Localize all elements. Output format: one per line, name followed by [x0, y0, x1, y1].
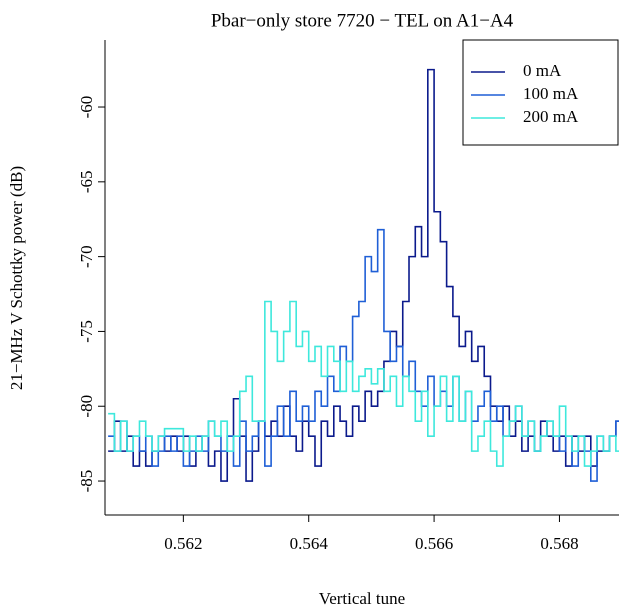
- legend-box: [462, 39, 619, 146]
- y-tick-label: -80: [77, 395, 96, 418]
- y-axis-label: 21−MHz V Schottky power (dB): [7, 166, 26, 390]
- series-line: [108, 300, 619, 467]
- y-tick-label: -65: [77, 170, 96, 193]
- y-tick-label: -70: [77, 245, 96, 268]
- chart-title: Pbar−only store 7720 − TEL on A1−A4: [211, 10, 514, 31]
- legend-label: 100 mA: [523, 84, 579, 103]
- x-tick-label: 0.562: [164, 534, 202, 553]
- x-tick-label: 0.568: [540, 534, 578, 553]
- x-axis-label: Vertical tune: [319, 589, 405, 608]
- x-tick-label: 0.564: [290, 534, 329, 553]
- legend-label: 0 mA: [523, 61, 562, 80]
- y-tick-label: -85: [77, 470, 96, 493]
- x-tick-label: 0.566: [415, 534, 453, 553]
- series-line: [108, 228, 619, 482]
- y-tick-label: -75: [77, 320, 96, 343]
- legend-label: 200 mA: [523, 107, 579, 126]
- y-tick-label: -60: [77, 96, 96, 119]
